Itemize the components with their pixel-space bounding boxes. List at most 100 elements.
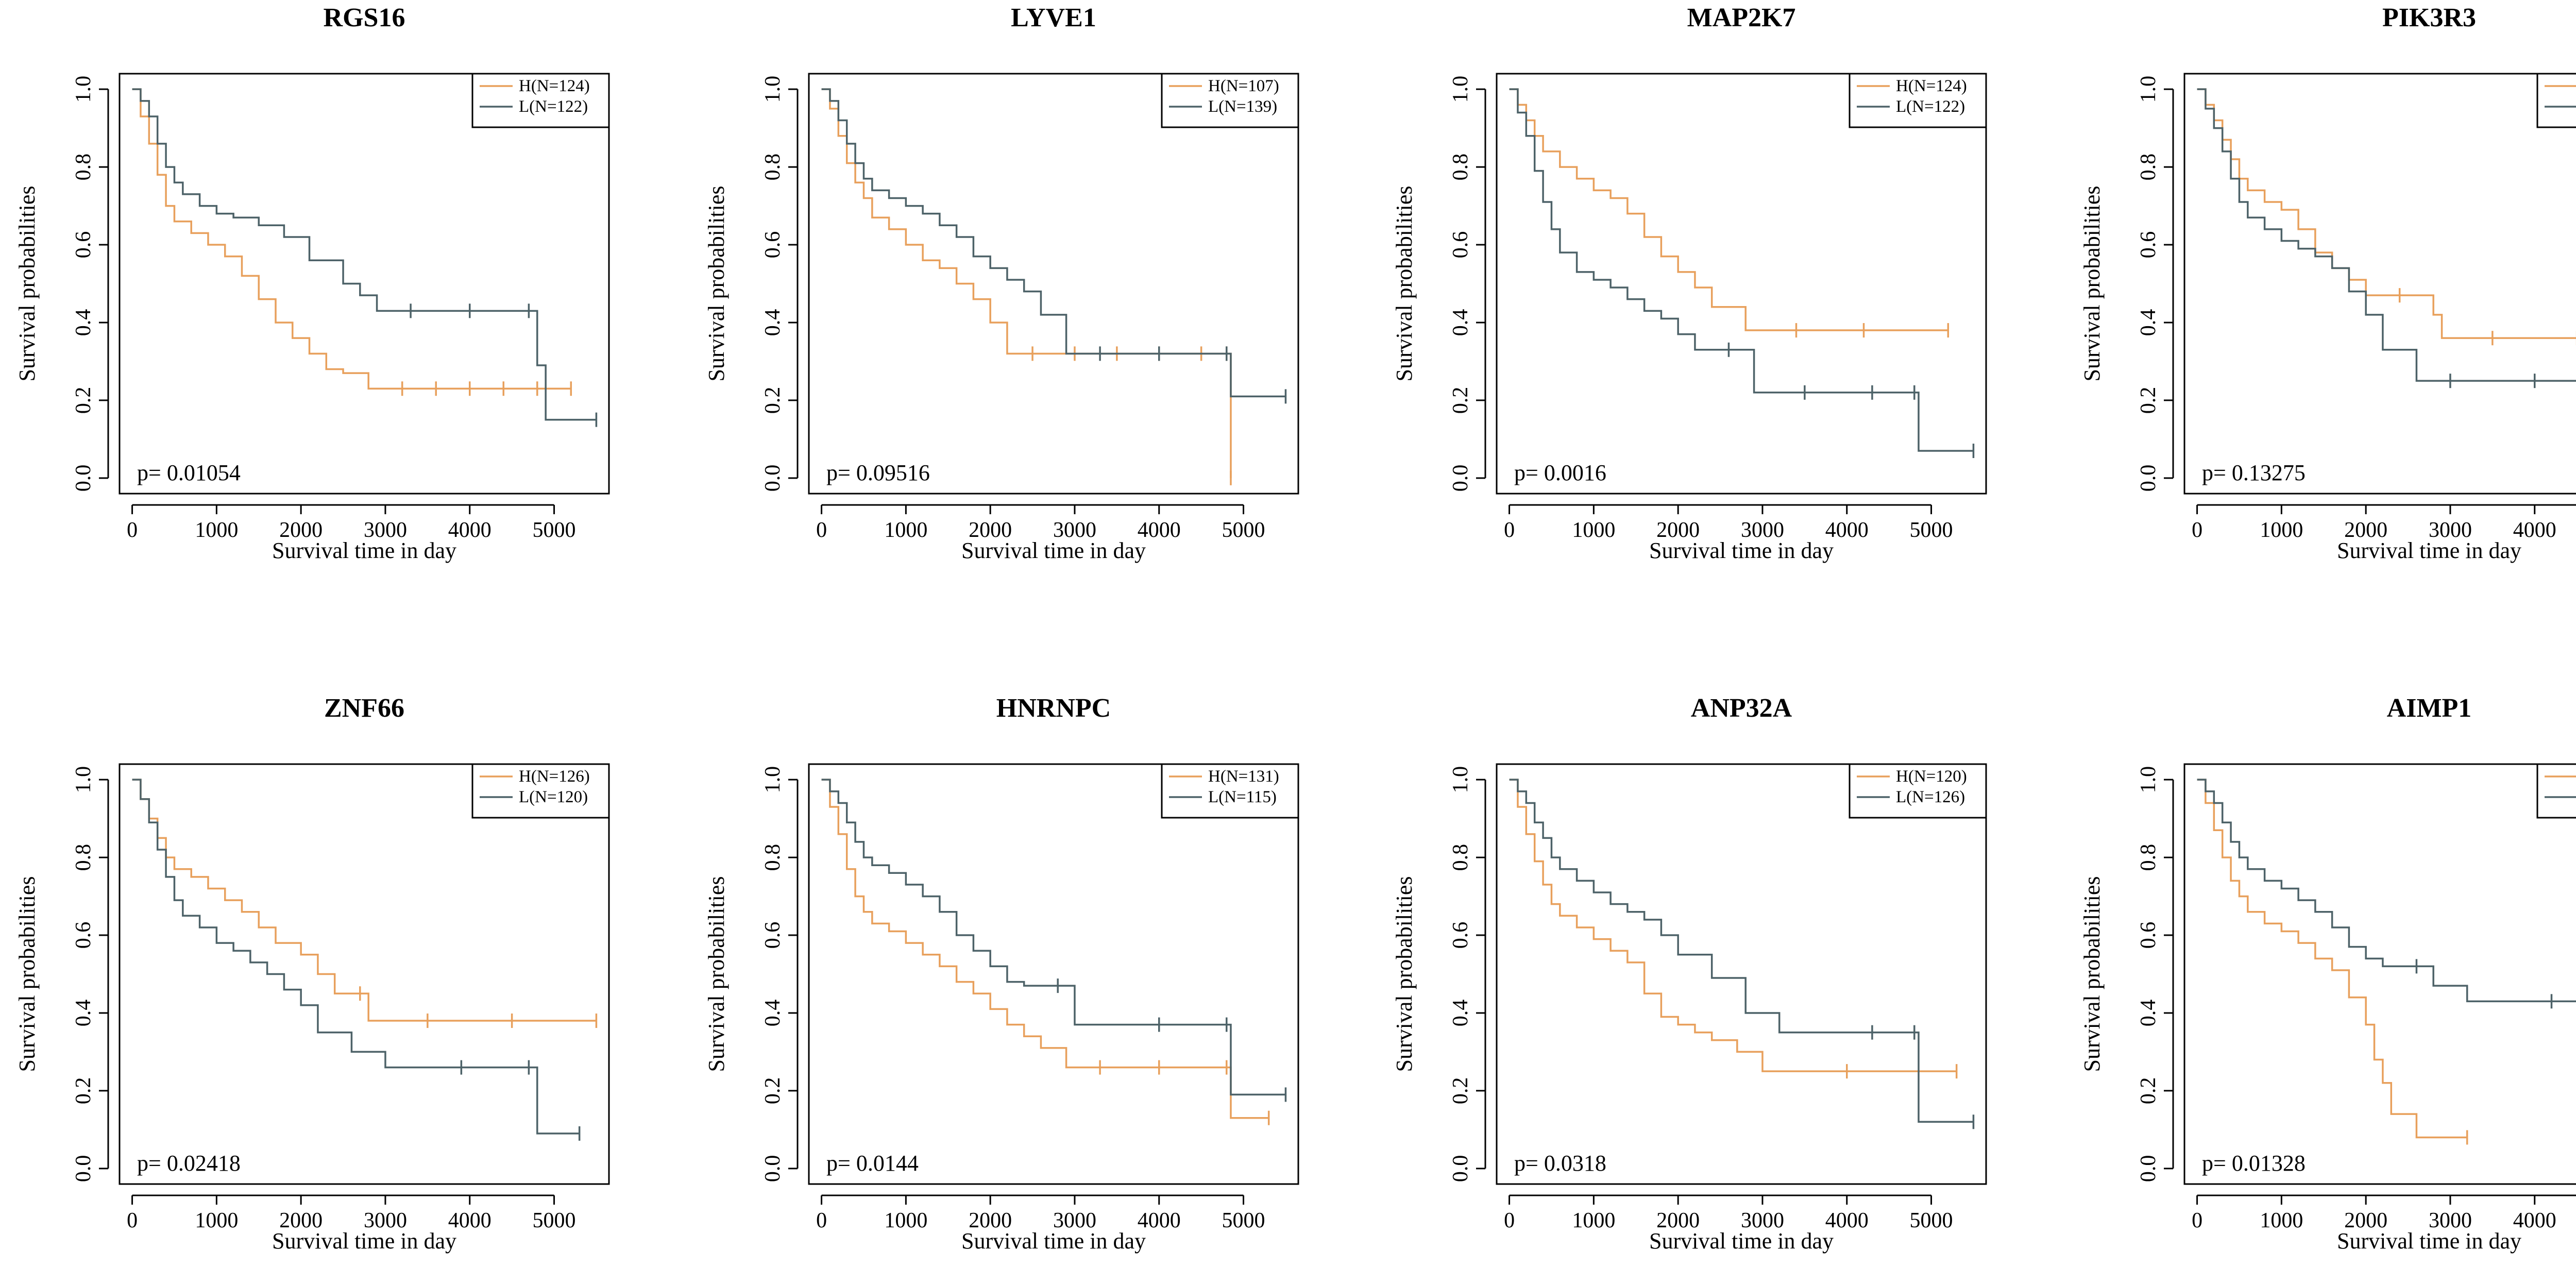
legend-box xyxy=(1161,73,1299,128)
x-tick-label: 2000 xyxy=(969,518,1012,542)
y-tick-label: 0.0 xyxy=(2137,1155,2160,1182)
y-tick-label: 0.8 xyxy=(761,154,785,181)
y-tick-label: 0.2 xyxy=(2137,387,2160,414)
x-tick-label: 2000 xyxy=(969,1209,1012,1232)
plot-title: ZNF66 xyxy=(324,694,404,723)
y-tick-label: 0.0 xyxy=(2137,465,2160,492)
x-axis-label: Survival time in day xyxy=(2337,538,2521,563)
y-tick-label: 0.8 xyxy=(1449,844,1472,871)
legend-label: L(N=120) xyxy=(519,788,588,806)
survival-curve-low xyxy=(2197,88,2576,382)
y-tick-label: 0.0 xyxy=(761,465,785,492)
x-tick-label: 0 xyxy=(2192,518,2202,542)
y-tick-label: 0.4 xyxy=(1449,1000,1472,1027)
x-tick-label: 3000 xyxy=(364,1209,407,1232)
y-axis-label: Survival probabilities xyxy=(14,876,40,1072)
y-tick-label: 1.0 xyxy=(2137,766,2160,793)
x-axis-label: Survival time in day xyxy=(961,1228,1146,1254)
x-tick-label: 1000 xyxy=(884,1209,927,1232)
km-plot-znf66: ZNF66 0 1000 2000 3000 4000 5000 Survival time … xyxy=(14,694,610,1254)
x-tick-label: 2000 xyxy=(279,518,323,542)
survival-curve-high xyxy=(1509,779,1957,1072)
y-tick-label: 0.2 xyxy=(761,387,785,414)
y-axis-label: Survival probabilities xyxy=(704,185,729,381)
y-axis-label: Survival probabilities xyxy=(2079,876,2105,1072)
x-tick-label: 1000 xyxy=(884,518,927,542)
x-tick-label: 1000 xyxy=(2260,518,2303,542)
y-tick-label: 0.8 xyxy=(761,844,785,871)
y-tick-label: 1.0 xyxy=(72,766,95,793)
p-value-label: p= 0.0144 xyxy=(826,1151,919,1176)
y-tick-label: 0.4 xyxy=(2137,309,2160,336)
survival-curve-low xyxy=(2197,779,2576,1003)
legend-label: H(N=120) xyxy=(1896,767,1967,786)
p-value-label: p= 0.13275 xyxy=(2202,460,2306,485)
survival-curve-high xyxy=(821,779,1269,1119)
x-axis-label: Survival time in day xyxy=(2337,1228,2521,1254)
y-tick-label: 0.0 xyxy=(72,465,95,492)
km-plot-rgs16: RGS16 0 1000 2000 3000 4000 5000 Survival time … xyxy=(14,3,610,563)
y-axis-label: Survival probabilities xyxy=(14,185,40,381)
km-plot-anp32a: ANP32A 0 1000 2000 3000 4000 5000 Survival time… xyxy=(1392,694,1987,1254)
y-tick-label: 1.0 xyxy=(761,76,785,103)
plot-frame xyxy=(808,763,1299,1185)
x-tick-label: 3000 xyxy=(2429,518,2472,542)
x-tick-label: 4000 xyxy=(1825,518,1869,542)
p-value-label: p= 0.02418 xyxy=(137,1151,241,1176)
x-tick-label: 2000 xyxy=(1656,1209,1700,1232)
y-tick-label: 0.8 xyxy=(72,844,95,871)
legend-box xyxy=(471,73,610,128)
y-tick-label: 0.0 xyxy=(761,1155,785,1182)
p-value-label: p= 0.01328 xyxy=(2202,1151,2306,1176)
legend-label: L(N=126) xyxy=(1896,788,1965,806)
plot-frame xyxy=(2183,73,2576,495)
p-value-label: p= 0.09516 xyxy=(826,460,930,485)
km-plot-pik3r3: PIK3R3010002000300040005000Survival time… xyxy=(2079,3,2576,563)
x-tick-label: 2000 xyxy=(1656,518,1700,542)
x-tick-label: 0 xyxy=(1504,1209,1515,1232)
y-tick-label: 0.6 xyxy=(72,922,95,949)
x-tick-label: 2000 xyxy=(2344,518,2387,542)
y-tick-label: 0.4 xyxy=(72,309,95,336)
y-tick-label: 0.4 xyxy=(72,1000,95,1027)
y-tick-label: 0.4 xyxy=(2137,1000,2160,1027)
y-tick-label: 1.0 xyxy=(2137,76,2160,103)
x-tick-label: 4000 xyxy=(2513,1209,2556,1232)
legend-label: H(N=131) xyxy=(1208,767,1279,786)
y-tick-label: 1.0 xyxy=(1449,76,1472,103)
x-axis-label: Survival time in day xyxy=(1649,1228,1834,1254)
x-tick-label: 0 xyxy=(127,518,138,542)
x-tick-label: 2000 xyxy=(2344,1209,2387,1232)
x-tick-label: 1000 xyxy=(2260,1209,2303,1232)
km-plot-hnrnpc: HNRNPC 0 1000 2000 3000 4000 5000 Survival time… xyxy=(704,694,1299,1254)
plot-frame xyxy=(1496,73,1987,495)
survival-curve-high xyxy=(821,88,1232,478)
y-tick-label: 0.4 xyxy=(1449,309,1472,336)
y-tick-label: 0.2 xyxy=(761,1077,785,1105)
x-tick-label: 0 xyxy=(127,1209,138,1232)
x-tick-label: 5000 xyxy=(1222,518,1265,542)
p-value-label: p= 0.0318 xyxy=(1514,1151,1606,1176)
legend-label: L(N=122) xyxy=(1896,97,1965,116)
legend-label: L(N=139) xyxy=(1208,97,1277,116)
y-tick-label: 0.8 xyxy=(1449,154,1472,181)
y-tick-label: 0.6 xyxy=(2137,231,2160,259)
y-tick-label: 0.2 xyxy=(2137,1077,2160,1105)
y-axis-label: Survival probabilities xyxy=(1392,876,1417,1072)
x-tick-label: 4000 xyxy=(2513,518,2556,542)
x-tick-label: 5000 xyxy=(1222,1209,1265,1232)
x-tick-label: 0 xyxy=(1504,518,1515,542)
y-axis-label: Survival probabilities xyxy=(1392,185,1417,381)
plot-title: PIK3R3 xyxy=(2382,3,2476,32)
survival-curve-high xyxy=(1509,88,1948,331)
x-tick-label: 3000 xyxy=(1741,1209,1784,1232)
x-tick-label: 4000 xyxy=(1138,1209,1181,1232)
legend-label: H(N=107) xyxy=(1208,77,1279,95)
x-tick-label: 1000 xyxy=(1572,518,1615,542)
km-plot-map2k7: MAP2K7 0 1000 2000 3000 4000 5000 Survival time… xyxy=(1392,3,1987,563)
legend-label: H(N=124) xyxy=(1896,77,1967,95)
x-tick-label: 4000 xyxy=(1138,518,1181,542)
plot-frame xyxy=(1496,763,1987,1185)
y-tick-label: 0.8 xyxy=(72,154,95,181)
x-tick-label: 3000 xyxy=(1741,518,1784,542)
